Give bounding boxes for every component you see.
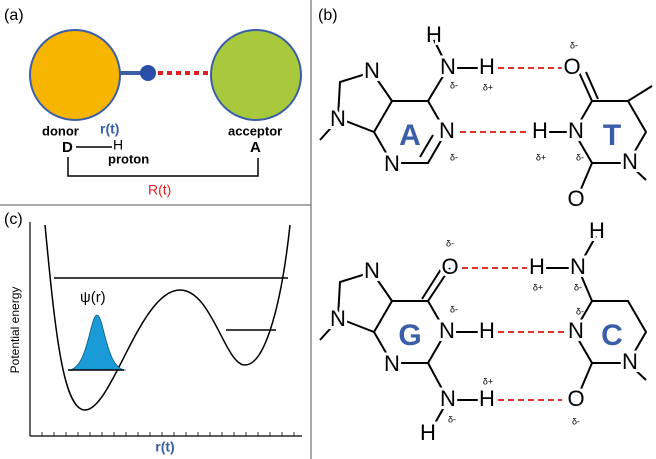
atom-label: N bbox=[364, 58, 380, 83]
partial-charge: δ- bbox=[450, 80, 458, 90]
potential-curve bbox=[45, 225, 290, 410]
a-label: A bbox=[250, 139, 261, 156]
partial-charge: δ- bbox=[450, 304, 458, 314]
atom-label: N bbox=[568, 318, 584, 343]
atom-label: N bbox=[330, 106, 346, 131]
atom-label: N bbox=[330, 306, 346, 331]
panel-label: (b) bbox=[318, 7, 338, 24]
d-label: D bbox=[62, 139, 73, 156]
partial-charge: δ- bbox=[576, 152, 584, 162]
y-axis-label: Potential energy bbox=[8, 287, 22, 374]
wavefunction bbox=[68, 315, 126, 370]
proton-label: proton bbox=[108, 151, 149, 166]
partial-charge: δ- bbox=[572, 416, 580, 426]
x-axis-label: r(t) bbox=[155, 439, 174, 455]
partial-charge: δ- bbox=[448, 414, 456, 424]
atom-label: N bbox=[570, 254, 586, 279]
acceptor-circle bbox=[211, 30, 301, 120]
atom-label: O bbox=[567, 386, 584, 411]
atom-label: H bbox=[420, 420, 436, 445]
base-label: G bbox=[398, 319, 421, 352]
bracket bbox=[68, 157, 258, 176]
atom-label: H bbox=[479, 54, 495, 79]
donor-circle bbox=[30, 30, 120, 120]
partial-charge: δ- bbox=[576, 306, 584, 316]
figure: (a) donor r(t) acceptor D H proton A R(t… bbox=[0, 0, 656, 459]
atom-label: N bbox=[439, 318, 455, 343]
atom-label: H bbox=[532, 118, 548, 143]
atom-label: H bbox=[426, 22, 442, 47]
atom-label: N bbox=[622, 149, 638, 174]
partial-charge: δ- bbox=[446, 238, 454, 248]
partial-charge: δ- bbox=[574, 282, 582, 292]
R-label: R(t) bbox=[148, 182, 171, 198]
partial-charge: δ+ bbox=[483, 82, 493, 92]
partial-charge: δ+ bbox=[483, 376, 493, 386]
atom-label: O bbox=[563, 54, 580, 79]
base-label: C bbox=[601, 319, 623, 352]
base-label: A bbox=[399, 119, 421, 152]
wavefunction-label: ψ(r) bbox=[80, 289, 106, 306]
atom-label: H bbox=[529, 254, 545, 279]
partial-charge: δ- bbox=[450, 152, 458, 162]
atom-label: H bbox=[479, 318, 495, 343]
atom-label: N bbox=[384, 151, 400, 176]
base-label: T bbox=[603, 119, 621, 152]
atom-label: N bbox=[364, 258, 380, 283]
atom-label: N bbox=[440, 386, 456, 411]
h-label: H bbox=[113, 137, 123, 153]
atom-label: N bbox=[622, 349, 638, 374]
hydrogen-bonds bbox=[460, 68, 566, 400]
atom-label: N bbox=[568, 118, 584, 143]
partial-charge: δ- bbox=[570, 40, 578, 50]
atom-label: O bbox=[567, 186, 584, 211]
atom-label: H bbox=[479, 386, 495, 411]
atom-label: N bbox=[440, 54, 456, 79]
proton-dot bbox=[140, 65, 156, 81]
partial-charge: δ+ bbox=[536, 152, 546, 162]
panel-label: (a) bbox=[4, 7, 24, 24]
donor-label: donor bbox=[42, 123, 79, 138]
atom-label: H bbox=[589, 218, 605, 243]
r-label: r(t) bbox=[100, 121, 119, 137]
acceptor-label: acceptor bbox=[228, 123, 282, 138]
partial-charge: δ+ bbox=[533, 282, 543, 292]
atom-label: N bbox=[384, 351, 400, 376]
atom-label: N bbox=[439, 118, 455, 143]
atom-label: O bbox=[441, 254, 458, 279]
panel-label: (c) bbox=[4, 211, 23, 228]
